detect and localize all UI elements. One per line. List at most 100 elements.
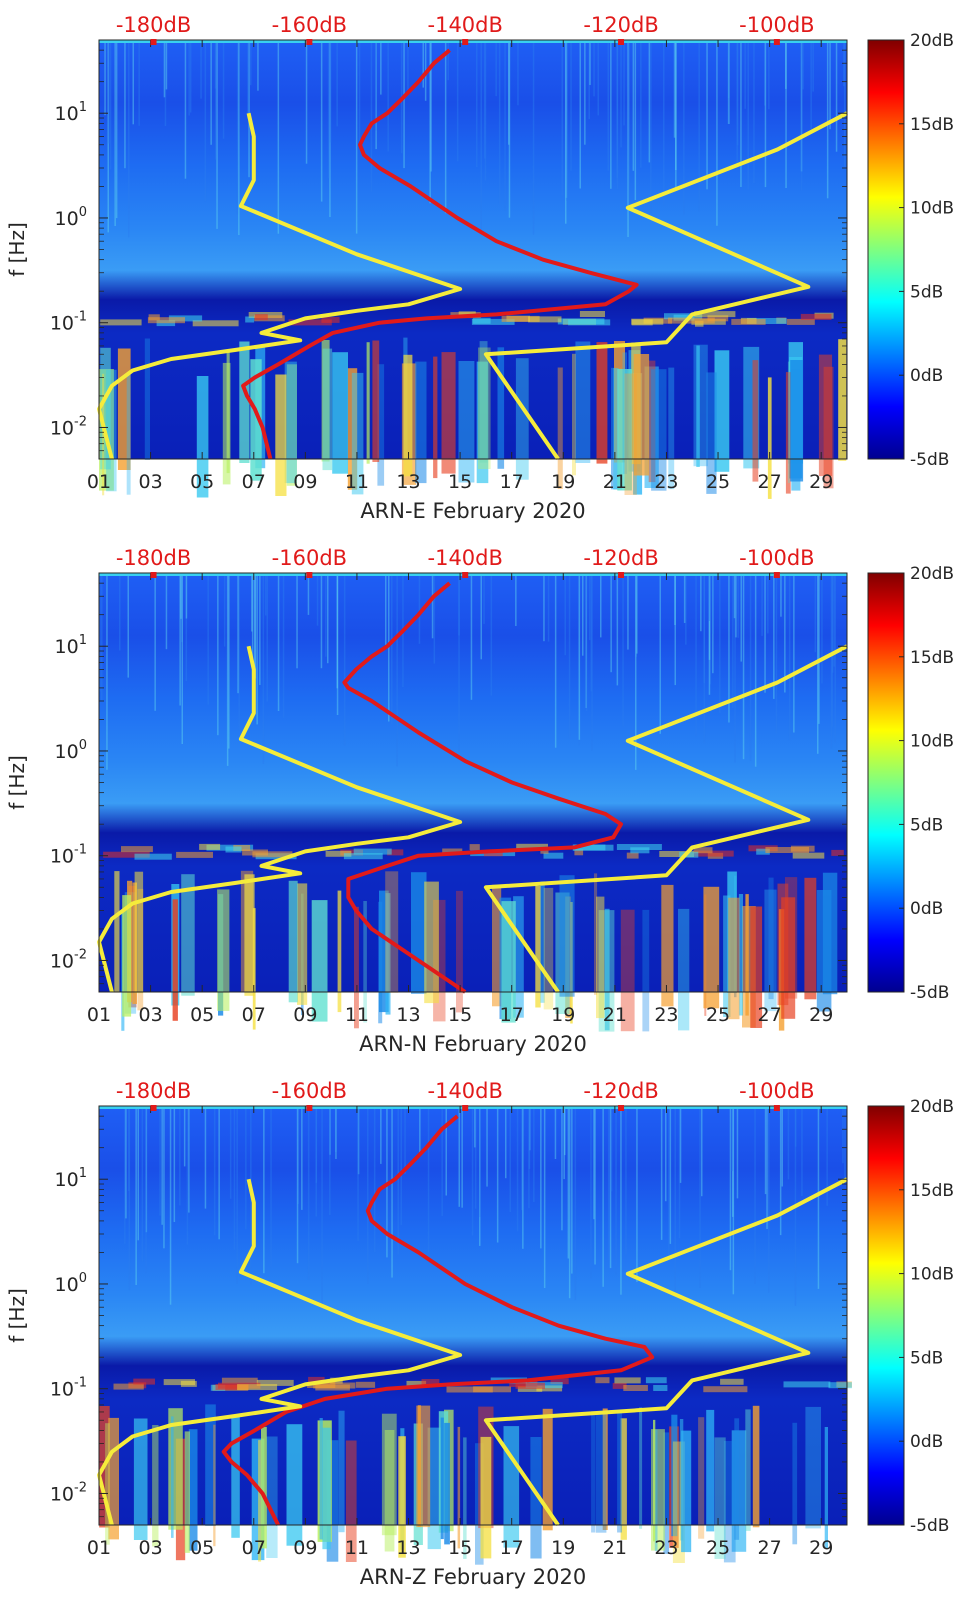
yellow-model-curve-2 (483, 1177, 848, 1527)
x-tick-label: 19 (551, 471, 575, 493)
yellow-model-curve-2 (483, 111, 848, 461)
colorbar-tick-label: 5dB (910, 1348, 943, 1368)
colorbar-tick-label: 15dB (910, 1181, 954, 1201)
red-noise-curve (342, 581, 623, 994)
colorbar-tick-label: 5dB (910, 282, 943, 302)
x-tick-label: 21 (603, 471, 627, 493)
x-tick-label: 19 (551, 1537, 575, 1559)
colorbar: 20dB 15dB 10dB 5dB 0dB -5dB (867, 1097, 954, 1536)
x-axis-label: ARN-N February 2020 (359, 1032, 587, 1056)
x-tick-label: 21 (603, 1004, 627, 1026)
x-tick-label: 25 (706, 471, 730, 493)
x-tick-label: 13 (396, 1537, 420, 1559)
top-db-tick-label: -180dB (116, 13, 191, 37)
colorbar-tick-label: 0dB (910, 1432, 943, 1452)
colorbar-tick-label: 10dB (910, 732, 954, 752)
x-tick-label: 05 (190, 1004, 214, 1026)
colorbar-tick-label: 20dB (910, 564, 954, 584)
top-db-tick-mark (462, 39, 469, 45)
panel-2: 01 03 05 07 09 11 13 15 17 19 21 23 25 27 29 -180dB -160… (5, 546, 954, 1056)
y-tick-label: 10-1 (50, 1376, 87, 1401)
y-axis-label: f [Hz] (5, 1288, 29, 1343)
red-noise-curve (241, 48, 639, 460)
top-db-tick-label: -160dB (272, 1079, 347, 1103)
top-db-tick-label: -140dB (428, 1079, 503, 1103)
x-tick-label: 09 (293, 471, 317, 493)
panel-1: 01 03 05 07 09 11 13 15 17 19 21 23 25 27 29 -180dB -160… (5, 13, 954, 523)
top-db-tick-label: -120dB (583, 13, 658, 37)
heatmap-image (99, 1106, 852, 1565)
x-tick-label: 11 (345, 471, 369, 493)
red-noise-curve (221, 1114, 655, 1526)
heatmap-image (99, 40, 847, 499)
y-tick-label: 10-1 (50, 843, 87, 868)
x-tick-label: 03 (138, 1537, 162, 1559)
colorbar-tick-label: 0dB (910, 366, 943, 386)
x-tick-label: 15 (448, 471, 472, 493)
top-db-tick-mark (773, 572, 780, 578)
x-tick-label: 29 (809, 1537, 833, 1559)
y-tick-label: 100 (55, 738, 87, 763)
x-axis-label: ARN-E February 2020 (360, 499, 585, 523)
top-db-tick-label: -120dB (583, 1079, 658, 1103)
top-db-tick-mark (462, 572, 469, 578)
top-db-tick-label: -100dB (739, 1079, 814, 1103)
colorbar: 20dB 15dB 10dB 5dB 0dB -5dB (867, 31, 954, 470)
x-tick-label: 25 (706, 1004, 730, 1026)
x-tick-label: 09 (293, 1004, 317, 1026)
x-tick-label: 03 (138, 1004, 162, 1026)
top-db-tick-mark (150, 1105, 157, 1111)
x-tick-label: 05 (190, 471, 214, 493)
x-tick-label: 11 (345, 1004, 369, 1026)
colorbar-tick-label: 20dB (910, 31, 954, 51)
top-db-tick-mark (462, 1105, 469, 1111)
top-db-tick-label: -160dB (272, 13, 347, 37)
top-db-tick-label: -160dB (272, 546, 347, 570)
top-db-tick-mark (150, 39, 157, 45)
yellow-model-curve-1 (97, 1178, 463, 1526)
top-db-tick-label: -100dB (739, 546, 814, 570)
x-tick-label: 15 (448, 1004, 472, 1026)
x-tick-label: 07 (242, 1004, 266, 1026)
x-tick-label: 07 (242, 471, 266, 493)
x-tick-label: 23 (654, 471, 678, 493)
top-db-tick-mark (618, 572, 625, 578)
colorbar-tick-label: 15dB (910, 115, 954, 135)
colorbar-tick-label: 15dB (910, 648, 954, 668)
x-tick-label: 17 (500, 1537, 524, 1559)
top-db-tick-label: -140dB (428, 13, 503, 37)
x-tick-label: 29 (809, 471, 833, 493)
x-tick-label: 17 (500, 471, 524, 493)
colorbar-tick-label: 20dB (910, 1097, 954, 1117)
top-db-tick-label: -100dB (739, 13, 814, 37)
y-tick-label: 10-2 (50, 414, 87, 439)
colorbar-gradient (867, 1105, 905, 1526)
y-tick-label: 100 (55, 1271, 87, 1296)
colorbar-tick-label: -5dB (910, 983, 949, 1003)
top-db-tick-label: -120dB (583, 546, 658, 570)
top-db-tick-label: -180dB (116, 1079, 191, 1103)
x-tick-label: 13 (396, 471, 420, 493)
top-db-tick-mark (773, 39, 780, 45)
x-tick-label: 07 (242, 1537, 266, 1559)
y-tick-label: 10-2 (50, 1480, 87, 1505)
panel-3: 01 03 05 07 09 11 13 15 17 19 21 23 25 27 29 -180dB -160… (5, 1079, 954, 1589)
x-tick-label: 11 (345, 1537, 369, 1559)
x-tick-label: 27 (758, 1004, 782, 1026)
colorbar: 20dB 15dB 10dB 5dB 0dB -5dB (867, 564, 954, 1003)
yellow-model-curve-2 (483, 644, 848, 994)
y-tick-label: 10-1 (50, 310, 87, 335)
x-tick-label: 23 (654, 1537, 678, 1559)
x-tick-label: 03 (138, 471, 162, 493)
y-tick-label: 10-2 (50, 947, 87, 972)
x-tick-label: 23 (654, 1004, 678, 1026)
yellow-model-curve-1 (97, 112, 463, 460)
top-db-tick-label: -180dB (116, 546, 191, 570)
top-db-tick-mark (306, 39, 313, 45)
x-tick-label: 15 (448, 1537, 472, 1559)
x-tick-label: 09 (293, 1537, 317, 1559)
top-db-tick-mark (306, 572, 313, 578)
colorbar-tick-label: 5dB (910, 815, 943, 835)
top-db-tick-mark (150, 572, 157, 578)
